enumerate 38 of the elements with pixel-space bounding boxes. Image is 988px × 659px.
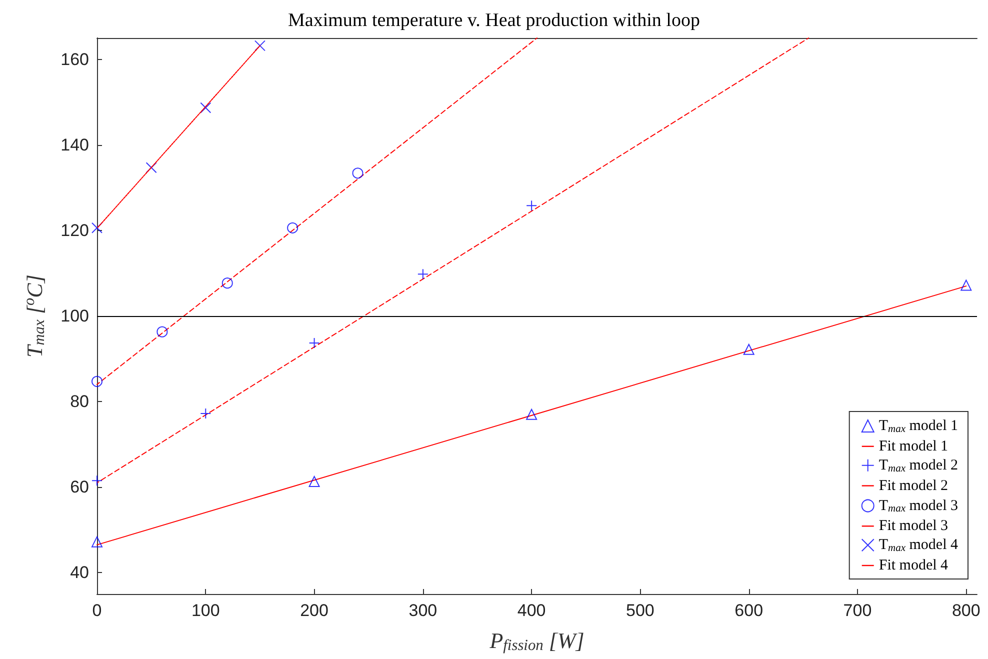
x-tick-label: 500 (626, 601, 654, 620)
legend-label: Fit model 1 (878, 438, 948, 454)
y-tick-label: 160 (60, 50, 89, 69)
point (417, 268, 428, 280)
y-tick-label: 60 (70, 478, 89, 497)
legend-label: Fit model 4 (878, 558, 949, 574)
y-tick-label: 80 (70, 392, 89, 412)
point (287, 222, 298, 234)
x-tick-label: 300 (408, 601, 438, 620)
x-tick-label: 400 (517, 601, 546, 620)
point (960, 280, 972, 291)
point (743, 344, 754, 355)
y-axis-title: Tmax [oC] (21, 274, 48, 358)
point (92, 376, 102, 387)
y-tick-label: 40 (70, 563, 89, 582)
point (146, 162, 157, 174)
point (308, 476, 320, 488)
point (254, 40, 266, 52)
x-tick-label: 700 (843, 601, 872, 620)
point (200, 102, 212, 114)
x-tick-label: 0 (92, 601, 102, 620)
point (526, 408, 538, 420)
x-tick-label: 200 (300, 601, 328, 620)
chart-title: Maximum temperature v. Heat production within loop (288, 10, 700, 31)
point (352, 168, 364, 179)
y-tick-label: 140 (60, 135, 89, 154)
point (156, 326, 168, 338)
x-tick-label: 800 (952, 601, 980, 620)
legend-label: Fit model 3 (878, 518, 948, 534)
y-tick-label: 120 (60, 220, 89, 240)
point (526, 200, 538, 212)
legend-label: Fit model 2 (878, 478, 948, 494)
point (92, 222, 102, 234)
point (222, 278, 233, 289)
x-tick-label: 100 (191, 601, 220, 620)
y-tick-label: 100 (60, 306, 89, 326)
point (92, 536, 102, 548)
x-tick-label: 600 (734, 601, 764, 620)
